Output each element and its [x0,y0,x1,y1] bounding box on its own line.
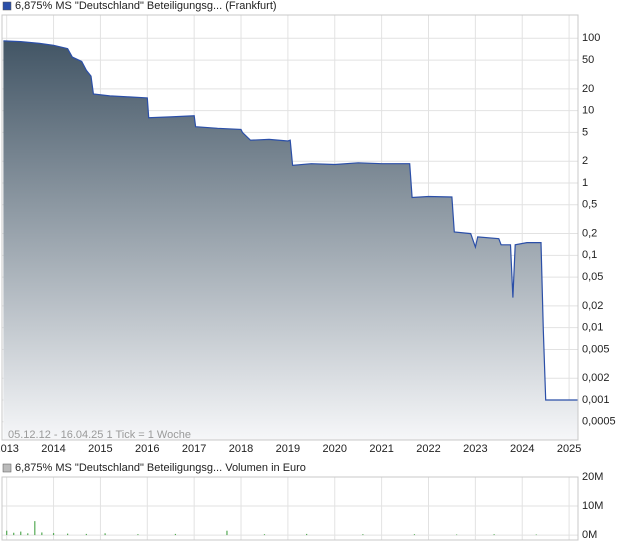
y-tick-label: 10M [582,500,603,512]
volume-bar [263,534,266,536]
x-tick-label: 2025 [557,443,581,455]
y-tick-label: 50 [582,54,594,66]
x-tick-label: 2017 [182,443,206,455]
volume-bar [20,531,22,536]
x-tick-label: 2021 [369,443,393,455]
y-tick-label: 100 [582,32,600,44]
x-tick-label: 2023 [463,443,487,455]
legend-swatch [2,463,12,473]
volume-bar [306,533,308,536]
y-tick-label: 0,005 [582,343,610,355]
y-tick-label: 0,01 [582,322,603,334]
volume-bar [6,530,8,536]
y-tick-label: 0,1 [582,249,597,261]
volume-bar [52,533,55,536]
volume-bar [493,534,495,536]
volume-bar [174,533,177,536]
volume-bar [27,533,29,536]
y-tick-label: 2 [582,155,588,167]
x-tick-label: 2013 [0,443,19,455]
volume-bar [85,533,87,536]
x-tick-label: 2014 [41,443,65,455]
y-tick-label: 1 [582,177,588,189]
y-tick-label: 0,05 [582,271,603,283]
x-tick-label: 2015 [88,443,112,455]
volume-bar [41,532,43,536]
x-tick-label: 2022 [416,443,440,455]
annotation: 05.12.12 - 16.04.25 1 Tick = 1 Woche [8,429,191,441]
volume-bar [456,534,458,536]
y-tick-label: 0M [582,529,597,541]
y-tick-label: 0,2 [582,227,597,239]
volume-bar [34,521,36,536]
volume-bar [13,532,15,536]
y-tick-label: 20M [582,471,603,483]
volume-bar [413,534,416,536]
plot-frame [1,476,579,541]
y-tick-label: 0,0005 [582,416,616,428]
volume-bar [535,534,537,536]
x-tick-label: 2018 [229,443,253,455]
x-tick-label: 2020 [323,443,347,455]
volume-bar [104,533,106,536]
volume-bar [137,534,139,536]
price-line [3,40,578,401]
y-tick-label: 5 [582,126,588,138]
legend-swatch [2,1,12,11]
volume-bar [67,533,69,536]
y-tick-label: 10 [582,105,594,117]
x-tick-label: 2016 [135,443,159,455]
plot-area [6,521,537,536]
legend-label: 6,875% MS "Deutschland" Beteiligungsg...… [15,462,306,474]
y-tick-label: 0,002 [582,372,610,384]
y-tick-label: 20 [582,83,594,95]
x-tick-label: 2024 [510,443,534,455]
x-tick-label: 2019 [276,443,300,455]
price-area [3,40,578,440]
volume-bar [226,530,228,536]
y-tick-label: 0,001 [582,394,610,406]
y-tick-label: 0,02 [582,300,603,312]
y-tick-label: 0,5 [582,199,597,211]
plot-area [3,40,578,440]
volume-bar [362,534,364,536]
plot-frame [1,14,579,441]
legend-label: 6,875% MS "Deutschland" Beteiligungsg...… [15,0,277,12]
